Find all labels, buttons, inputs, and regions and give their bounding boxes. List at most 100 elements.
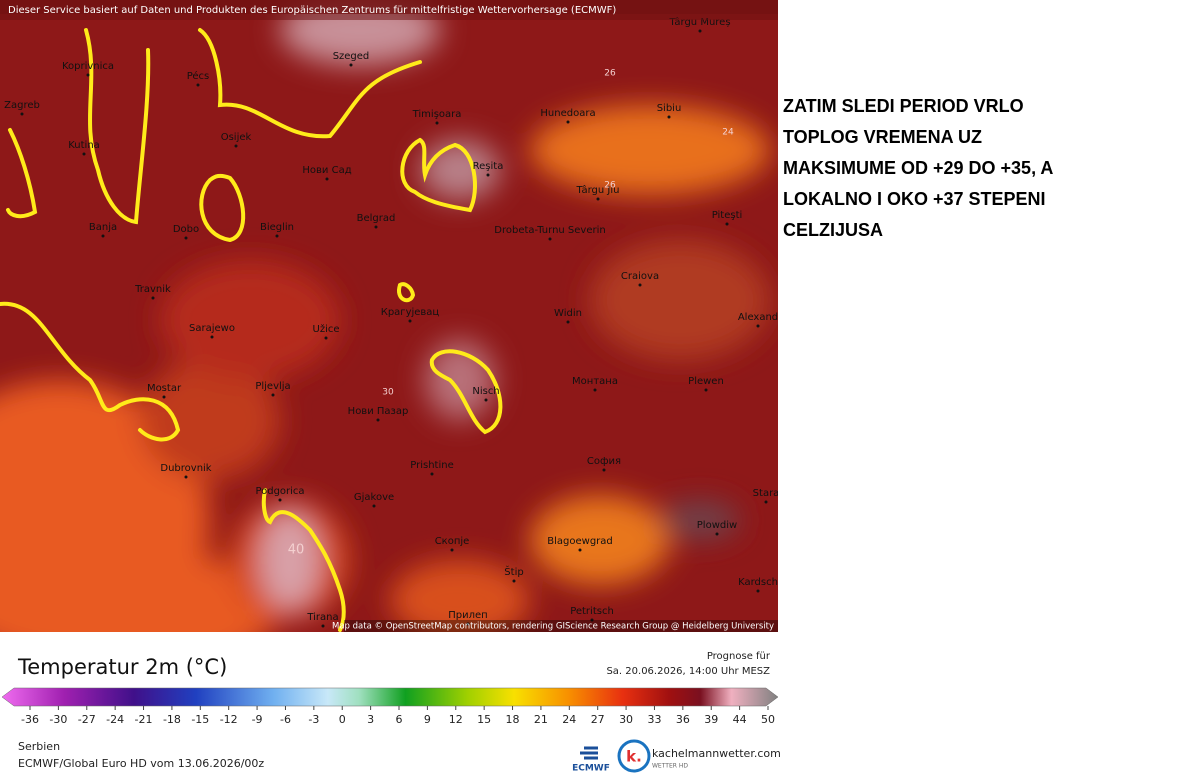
scale-tick-label: -3 xyxy=(308,713,319,726)
city-label: Belgrad xyxy=(357,213,396,224)
region: Serbien xyxy=(18,740,60,753)
city-label: Крагујевац xyxy=(381,306,440,318)
city-label: Widin xyxy=(554,308,582,319)
city-label: Reşita xyxy=(473,161,504,172)
forecast-label: Prognose für xyxy=(707,651,771,662)
city-label: Pljevlja xyxy=(255,381,290,392)
city-label: Dubrovnik xyxy=(160,463,211,474)
city-label: Bieglin xyxy=(260,222,294,233)
city-dot xyxy=(704,388,708,392)
annotation-line: CELZIJUSA xyxy=(783,220,883,240)
city-label: Прилеп xyxy=(448,610,487,621)
city-dot xyxy=(321,624,325,628)
forecast-time: Sa. 20.06.2026, 14:00 Uhr MESZ xyxy=(606,666,770,677)
city-dot xyxy=(548,237,552,241)
city-label: Craiova xyxy=(621,271,659,282)
contour-label: 24 xyxy=(722,128,734,138)
city-label: Mostar xyxy=(147,383,182,394)
contour-label: 26 xyxy=(604,181,616,191)
scale-tick-label: -27 xyxy=(78,713,96,726)
city-dot xyxy=(566,120,570,124)
city-label: Gjakove xyxy=(354,492,394,503)
city-label: Szeged xyxy=(333,51,370,62)
site-sub: WETTER HD xyxy=(652,763,688,770)
city-label: Blagoewgrad xyxy=(547,536,613,547)
model-run: ECMWF/Global Euro HD vom 13.06.2026/00z xyxy=(18,757,264,770)
city-dot xyxy=(408,319,412,323)
color-scale xyxy=(1,687,779,707)
city-dot xyxy=(590,618,594,622)
city-label: Alexand xyxy=(738,312,778,323)
city-label: Koprivnica xyxy=(62,61,114,72)
highlight-contours xyxy=(0,28,503,632)
city-dot xyxy=(325,177,329,181)
city-label: Stara xyxy=(753,488,780,499)
annotation-line: LOKALNO I OKO +37 STEPENI xyxy=(783,189,1046,209)
city-label: Plowdiw xyxy=(697,520,737,531)
service-notice: Dieser Service basiert auf Daten und Pro… xyxy=(8,5,616,16)
scale-tick-label: 50 xyxy=(761,713,775,726)
city-dot xyxy=(486,173,490,177)
map-attribution: Map data © OpenStreetMap contributors, r… xyxy=(332,622,774,632)
city-label: Sarajewo xyxy=(189,323,235,334)
scale-tick-label: 27 xyxy=(591,713,605,726)
city-dot xyxy=(450,548,454,552)
city-label: Osijek xyxy=(221,132,252,143)
city-dot xyxy=(512,579,516,583)
city-dot xyxy=(184,475,188,479)
scale-tick-label: -21 xyxy=(135,713,153,726)
city-dot xyxy=(593,388,597,392)
annotation-line: ZATIM SLEDI PERIOD VRLO xyxy=(783,96,1024,116)
scale-tick-label: -24 xyxy=(106,713,124,726)
city-label: Zagreb xyxy=(4,100,40,111)
scale-tick-label: 39 xyxy=(704,713,718,726)
city-label: Kutina xyxy=(68,140,100,151)
city-dot xyxy=(20,112,24,116)
annotation: ZATIM SLEDI PERIOD VRLO TOPLOG VREMENA UZ… xyxy=(783,96,1053,240)
city-dot xyxy=(578,548,582,552)
scale-tick-label: -12 xyxy=(220,713,238,726)
scale-tick-label: 36 xyxy=(676,713,690,726)
scale-tick-label: 18 xyxy=(506,713,520,726)
city-label: Prishtine xyxy=(410,460,453,471)
scale-tick-label: 6 xyxy=(396,713,403,726)
annotation-line: TOPLOG VREMENA UZ xyxy=(783,127,982,147)
scale-tick-label: 3 xyxy=(367,713,374,726)
city-dot xyxy=(271,393,275,397)
city-label: Užice xyxy=(313,323,340,335)
scale-tick-label: -15 xyxy=(191,713,209,726)
city-label: Нови Пазар xyxy=(348,406,409,417)
city-dot xyxy=(275,234,279,238)
city-label: Скопје xyxy=(435,535,470,547)
scale-tick-label: -36 xyxy=(21,713,39,726)
city-dot xyxy=(162,395,166,399)
city-label: Travnik xyxy=(134,284,171,295)
city-dot xyxy=(484,398,488,402)
city-dot xyxy=(667,115,671,119)
city-dot xyxy=(374,225,378,229)
city-label: Kardsch xyxy=(738,577,778,588)
scale-tick-label: 9 xyxy=(424,713,431,726)
scale-tick-label: 12 xyxy=(449,713,463,726)
city-dot xyxy=(430,472,434,476)
city-label: Banja xyxy=(89,222,117,233)
city-dot xyxy=(756,589,760,593)
scale-tick-label: 44 xyxy=(733,713,747,726)
scale-ticks: -36 -30 -27 -24 -21 -18 -15 -12 -9 -6 -3 0 3 6 9 12 15 18… xyxy=(21,706,775,726)
city-label: Nisch xyxy=(472,386,499,397)
city-label: София xyxy=(587,456,621,467)
scale-tick-label: 0 xyxy=(339,713,346,726)
city-dot xyxy=(324,336,328,340)
city-dot xyxy=(210,335,214,339)
site-logo-letter: k. xyxy=(626,748,642,766)
scale-tick-label: 15 xyxy=(477,713,491,726)
city-dot xyxy=(101,234,105,238)
city-dot xyxy=(638,283,642,287)
city-label: Petritsch xyxy=(570,606,614,617)
city-dot xyxy=(151,296,155,300)
scale-tick-label: -18 xyxy=(163,713,181,726)
city-dot xyxy=(466,622,470,626)
contour-label: 26 xyxy=(604,69,616,79)
city-label: Štip xyxy=(504,565,523,578)
